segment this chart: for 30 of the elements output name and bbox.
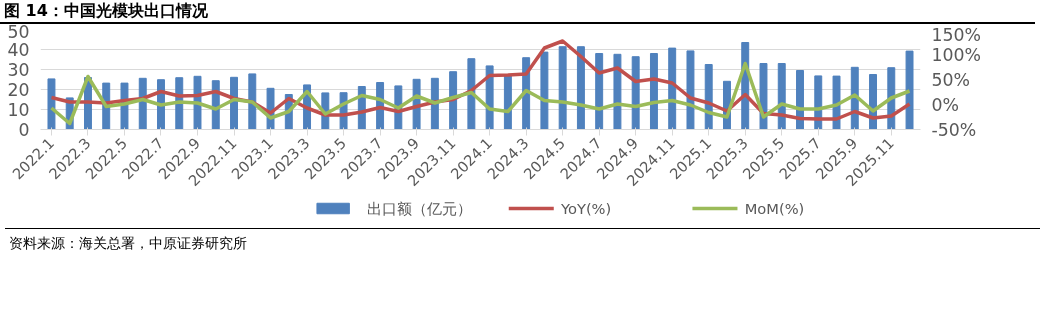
bar	[668, 47, 677, 130]
y-tick-label: 50	[7, 21, 30, 42]
y-tick-label: 0	[18, 120, 30, 140]
bar	[576, 46, 585, 130]
y-tick-label: 20	[7, 80, 30, 100]
legend-label: YoY(%)	[559, 200, 612, 217]
y-tick-label: 30	[7, 60, 30, 80]
legend-label: 出口额（亿元）	[367, 200, 473, 217]
bar	[686, 50, 695, 130]
text: 资料来源：海关总署，中原证券研究所	[9, 234, 247, 253]
bar	[47, 78, 56, 130]
bar	[248, 73, 257, 130]
y2-tick-label: -50%	[931, 119, 977, 140]
bar	[449, 71, 458, 130]
chart-title: 图 14：中国光模块出口情况	[4, 0, 208, 22]
y2-tick-label: 50%	[931, 69, 971, 90]
bar	[905, 50, 914, 130]
bar	[540, 51, 549, 130]
bar	[430, 77, 439, 130]
y-tick-label: 10	[7, 100, 30, 120]
bar	[613, 53, 622, 130]
legend-label: MoM(%)	[744, 200, 805, 217]
y-tick-label: 40	[7, 40, 30, 60]
bar	[649, 53, 658, 130]
y2-tick-label: 100%	[931, 44, 982, 65]
y2-tick-label: 150%	[931, 24, 982, 45]
bar	[631, 56, 640, 130]
line-series	[49, 61, 912, 126]
bar	[558, 46, 567, 130]
y2-tick-label: 0%	[931, 94, 959, 115]
